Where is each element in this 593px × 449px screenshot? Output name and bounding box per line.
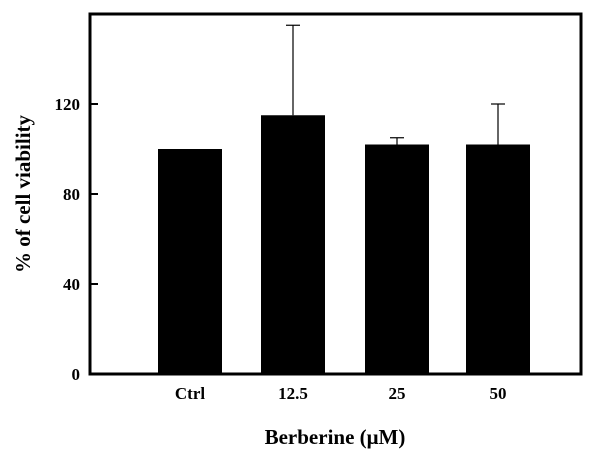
- bars-layer: [158, 115, 530, 374]
- x-tick-label-Ctrl: Ctrl: [175, 384, 205, 403]
- x-axis-ticks: Ctrl 12.5 25 50: [175, 384, 507, 403]
- y-tick-label-120: 120: [55, 95, 81, 114]
- y-tick-label-0: 0: [72, 365, 81, 384]
- y-tick-label-40: 40: [63, 275, 80, 294]
- y-axis-ticks: 0 40 80 120: [55, 95, 98, 384]
- bar-12.5: [261, 115, 325, 374]
- bar-50: [466, 144, 530, 374]
- y-tick-label-80: 80: [63, 185, 80, 204]
- x-axis-title: Berberine (μM): [265, 425, 406, 449]
- x-tick-label-50: 50: [490, 384, 507, 403]
- x-tick-label-25: 25: [389, 384, 406, 403]
- y-axis-title: % of cell viability: [11, 114, 35, 273]
- bar-Ctrl: [158, 149, 222, 374]
- error-bars-layer: [286, 24, 505, 145]
- bar-25: [365, 144, 429, 374]
- x-tick-label-12.5: 12.5: [278, 384, 308, 403]
